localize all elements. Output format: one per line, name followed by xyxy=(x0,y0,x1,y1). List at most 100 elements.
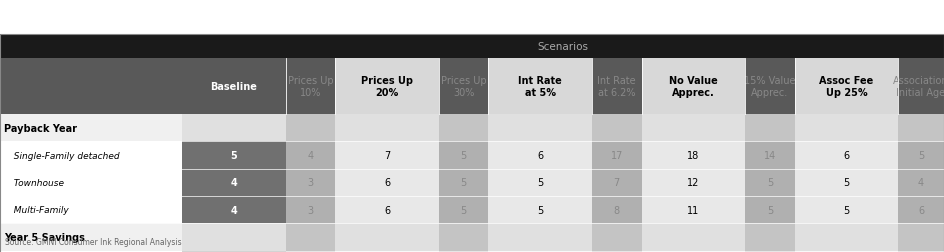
Bar xyxy=(182,251,285,252)
Text: 7: 7 xyxy=(614,178,620,188)
Bar xyxy=(488,169,592,196)
Bar xyxy=(439,115,488,142)
Bar xyxy=(285,196,335,224)
Bar xyxy=(439,142,488,169)
Bar xyxy=(592,59,642,115)
Bar xyxy=(795,142,898,169)
Bar xyxy=(439,196,488,224)
Text: Prices Up
10%: Prices Up 10% xyxy=(288,76,333,98)
Text: Source: GMNI Consumer Ink Regional Analysis: Source: GMNI Consumer Ink Regional Analy… xyxy=(5,237,181,246)
Bar xyxy=(745,115,795,142)
Text: 8: 8 xyxy=(614,205,620,215)
Text: 5: 5 xyxy=(767,178,773,188)
Bar xyxy=(335,115,439,142)
Bar xyxy=(335,224,439,251)
Bar xyxy=(745,59,795,115)
Text: 18: 18 xyxy=(687,150,700,161)
Text: 5: 5 xyxy=(461,205,466,215)
Bar xyxy=(642,251,745,252)
Bar xyxy=(182,196,285,224)
Text: 5: 5 xyxy=(843,205,850,215)
Bar xyxy=(439,59,488,115)
Bar xyxy=(898,59,944,115)
Bar xyxy=(285,59,335,115)
Bar xyxy=(488,59,592,115)
Bar xyxy=(182,169,285,196)
Bar xyxy=(488,251,592,252)
Bar xyxy=(592,251,642,252)
Bar xyxy=(335,59,439,115)
Bar xyxy=(335,196,439,224)
Text: Int Rate
at 5%: Int Rate at 5% xyxy=(518,76,562,98)
Bar xyxy=(0,251,182,252)
Text: Year 5 Savings: Year 5 Savings xyxy=(4,232,85,242)
Bar xyxy=(182,224,285,251)
Text: Single-Family detached: Single-Family detached xyxy=(8,151,119,160)
Text: 4: 4 xyxy=(230,178,237,188)
Bar xyxy=(795,169,898,196)
Bar xyxy=(795,196,898,224)
Bar xyxy=(488,224,592,251)
Bar xyxy=(898,196,944,224)
Bar xyxy=(182,142,285,169)
Bar xyxy=(592,142,642,169)
Text: 6: 6 xyxy=(537,150,543,161)
Bar xyxy=(335,142,439,169)
Bar xyxy=(592,196,642,224)
Bar xyxy=(642,196,745,224)
Text: 6: 6 xyxy=(918,205,924,215)
Text: Association
Initial Age: Association Initial Age xyxy=(893,76,944,98)
Bar xyxy=(488,142,592,169)
Bar xyxy=(439,224,488,251)
Bar xyxy=(795,251,898,252)
Text: 5: 5 xyxy=(918,150,924,161)
Bar xyxy=(745,169,795,196)
Text: Townhouse: Townhouse xyxy=(8,178,63,187)
Text: 5: 5 xyxy=(843,178,850,188)
Bar xyxy=(592,169,642,196)
Bar xyxy=(0,169,182,196)
Text: 3: 3 xyxy=(308,178,313,188)
Bar xyxy=(285,251,335,252)
Bar xyxy=(642,59,745,115)
Bar xyxy=(592,224,642,251)
Text: 5: 5 xyxy=(461,178,466,188)
Bar xyxy=(0,142,182,169)
Bar xyxy=(439,251,488,252)
Bar xyxy=(0,35,944,59)
Bar xyxy=(898,169,944,196)
Text: 6: 6 xyxy=(843,150,850,161)
Bar xyxy=(182,59,285,115)
Text: 4: 4 xyxy=(918,178,924,188)
Bar xyxy=(439,169,488,196)
Text: 17: 17 xyxy=(611,150,623,161)
Text: 6: 6 xyxy=(384,178,390,188)
Bar xyxy=(745,251,795,252)
Bar xyxy=(285,169,335,196)
Text: Baseline: Baseline xyxy=(211,82,258,92)
Text: 5: 5 xyxy=(230,150,237,161)
Text: 5: 5 xyxy=(537,205,543,215)
Text: 12: 12 xyxy=(687,178,700,188)
Bar xyxy=(0,59,182,115)
Bar xyxy=(745,142,795,169)
Bar xyxy=(898,251,944,252)
Text: 5: 5 xyxy=(537,178,543,188)
Text: Prices Up
20%: Prices Up 20% xyxy=(361,76,413,98)
Text: 7: 7 xyxy=(384,150,390,161)
Bar xyxy=(592,115,642,142)
Text: No Value
Apprec.: No Value Apprec. xyxy=(669,76,717,98)
Text: Scenarios: Scenarios xyxy=(537,42,589,52)
Text: 15% Value
Apprec.: 15% Value Apprec. xyxy=(744,76,796,98)
Bar xyxy=(285,142,335,169)
Bar xyxy=(285,224,335,251)
Bar xyxy=(0,196,182,224)
Text: 5: 5 xyxy=(461,150,466,161)
Bar xyxy=(795,115,898,142)
Text: Assoc Fee
Up 25%: Assoc Fee Up 25% xyxy=(819,76,873,98)
Bar xyxy=(898,115,944,142)
Text: 4: 4 xyxy=(230,205,237,215)
Text: 11: 11 xyxy=(687,205,700,215)
Bar xyxy=(285,115,335,142)
Bar xyxy=(488,196,592,224)
